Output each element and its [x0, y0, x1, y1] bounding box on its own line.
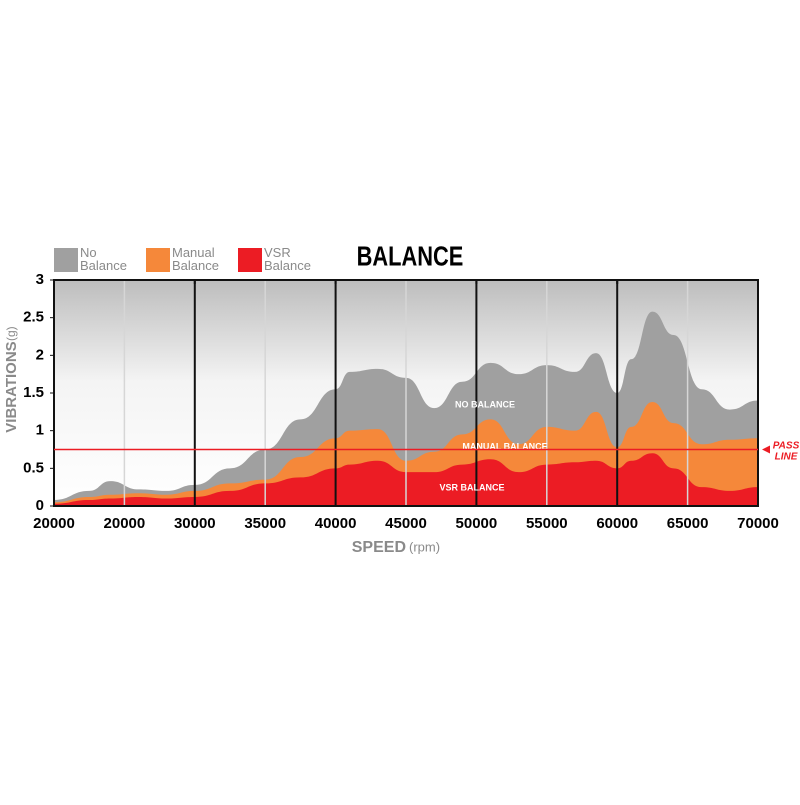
legend-label-line: VSR: [264, 245, 291, 260]
pass-line-label-line: LINE: [775, 451, 798, 462]
x-tick-label: 40000: [315, 515, 357, 532]
y-tick-label: 1: [36, 422, 44, 439]
series-label: NO BALANCE: [455, 399, 515, 409]
x-tick-label: 50000: [456, 515, 498, 532]
x-axis-unit: (rpm): [409, 539, 440, 554]
series-label: VSR BALANCE: [439, 482, 504, 492]
pass-line-label: PASS LINE: [773, 440, 800, 462]
legend-swatch: [238, 248, 262, 272]
legend-label: VSR Balance: [264, 245, 311, 273]
x-tick-label: 20000: [33, 515, 75, 532]
x-axis-label: SPEED: [352, 539, 406, 556]
y-axis-title: VIBRATIONS (g): [3, 326, 20, 432]
y-tick-label: 0: [36, 497, 44, 514]
x-tick-label: 60000: [596, 515, 638, 532]
y-tick-label: 0.5: [23, 459, 44, 476]
x-tick-label: 45000: [385, 515, 427, 532]
x-tick-label: 30000: [174, 515, 216, 532]
pass-line-label-line: PASS: [773, 440, 800, 451]
x-tick-label: 20000: [104, 515, 146, 532]
legend-swatch: [54, 248, 78, 272]
legend-label-line: Balance: [264, 258, 311, 273]
y-tick-label: 3: [36, 271, 44, 288]
series-label: MANUAL BALANCE: [462, 441, 547, 451]
legend-label-line: No: [80, 245, 97, 260]
y-axis-label: VIBRATIONS: [3, 341, 20, 432]
legend-label-line: Balance: [80, 258, 127, 273]
y-tick-label: 2: [36, 346, 44, 363]
legend-label-line: Balance: [172, 258, 219, 273]
plot-frame: [53, 279, 759, 507]
pass-arrow: [762, 445, 770, 454]
y-tick-label: 2.5: [23, 309, 44, 326]
legend-label: Manual Balance: [172, 245, 219, 273]
legend-label: No Balance: [80, 245, 127, 273]
y-axis-unit: (g): [4, 326, 18, 341]
x-tick-label: 65000: [667, 515, 709, 532]
x-tick-label: 35000: [244, 515, 286, 532]
x-tick-label: 70000: [737, 515, 779, 532]
x-tick-label: 55000: [526, 515, 568, 532]
chart-title: BALANCE: [357, 241, 464, 272]
y-tick-label: 1.5: [23, 384, 44, 401]
legend-label-line: Manual: [172, 245, 215, 260]
legend-swatch: [146, 248, 170, 272]
